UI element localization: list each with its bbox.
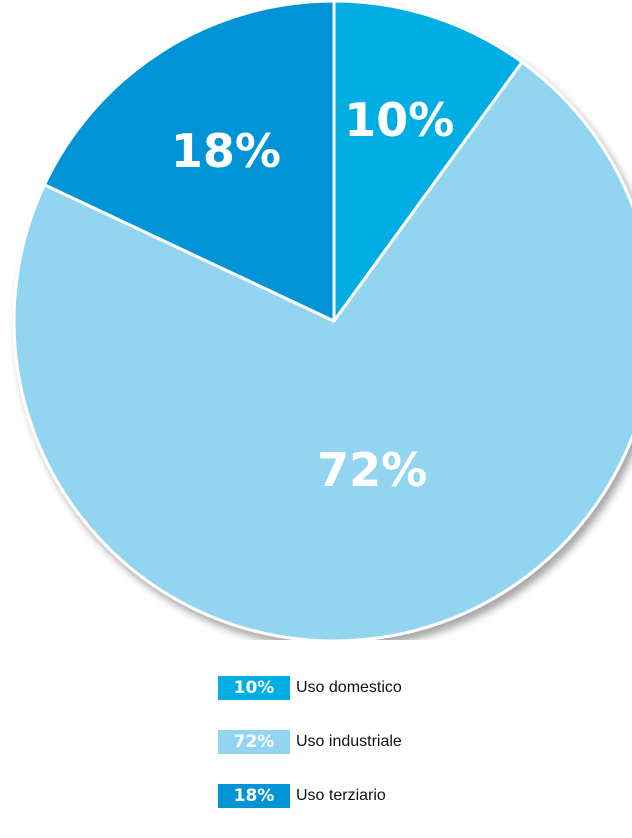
pie-slices bbox=[12, 0, 632, 640]
legend-item-uso-terziario: 18% Uso terziario bbox=[218, 784, 518, 808]
pie-slice-uso-domestico bbox=[332, 0, 524, 323]
legend-swatch: 18% bbox=[218, 784, 290, 808]
legend-label: Uso terziario bbox=[296, 787, 386, 804]
pie-slice-label: 18% bbox=[171, 124, 281, 178]
pie-slice-uso-terziario bbox=[42, 0, 336, 323]
legend-swatch: 72% bbox=[218, 730, 290, 754]
pie-chart: 10% 72% 18% bbox=[12, 0, 632, 640]
legend-item-uso-industriale: 72% Uso industriale bbox=[218, 730, 518, 754]
pie-slice-label: 72% bbox=[317, 443, 427, 497]
pie-labels: 10% 72% 18% bbox=[171, 93, 454, 497]
legend-label: Uso industriale bbox=[296, 733, 402, 750]
pie-slice-uso-industriale bbox=[12, 60, 632, 640]
legend-item-uso-domestico: 10% Uso domestico bbox=[218, 676, 518, 700]
pie-slice-label: 10% bbox=[344, 93, 454, 147]
legend: 10% Uso domestico 72% Uso industriale 18… bbox=[218, 676, 518, 838]
legend-label: Uso domestico bbox=[296, 679, 402, 696]
legend-swatch: 10% bbox=[218, 676, 290, 700]
